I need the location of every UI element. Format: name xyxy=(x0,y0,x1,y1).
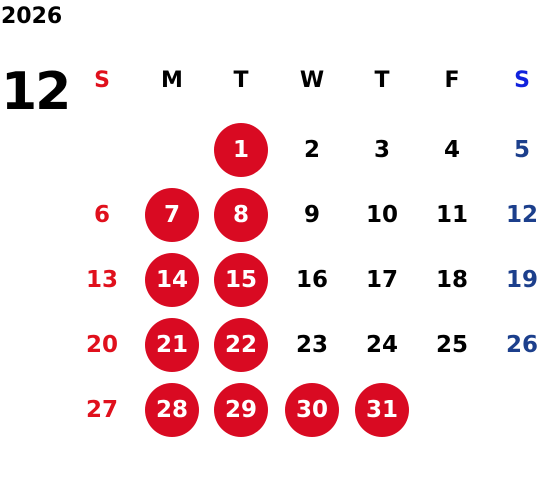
weekday-header: F xyxy=(422,60,482,100)
day-cell: 25 xyxy=(422,325,482,365)
day-cell: 26 xyxy=(492,325,548,365)
day-cell: 16 xyxy=(282,260,342,300)
day-number: 11 xyxy=(435,202,468,228)
day-cell-highlighted: 30 xyxy=(282,383,342,437)
weekday-label: S xyxy=(94,67,110,93)
day-cell-highlighted: 1 xyxy=(211,123,271,177)
weekday-header: W xyxy=(282,60,342,100)
day-cell: 4 xyxy=(422,130,482,170)
day-number: 7 xyxy=(163,202,180,228)
day-cell: 13 xyxy=(72,260,132,300)
day-cell: 12 xyxy=(492,195,548,235)
day-number: 5 xyxy=(513,137,530,163)
weekday-label: W xyxy=(299,67,325,93)
day-number: 23 xyxy=(295,332,328,358)
day-cell: 18 xyxy=(422,260,482,300)
day-cell: 5 xyxy=(492,130,548,170)
day-cell: 27 xyxy=(72,390,132,430)
month-number: 12 xyxy=(1,62,71,122)
day-cell: 10 xyxy=(352,195,412,235)
day-cell-highlighted: 29 xyxy=(211,383,271,437)
day-number: 4 xyxy=(443,137,460,163)
day-number: 18 xyxy=(435,267,468,293)
day-cell: 17 xyxy=(352,260,412,300)
day-number: 20 xyxy=(85,332,118,358)
day-number: 8 xyxy=(232,202,249,228)
day-cell-highlighted: 7 xyxy=(142,188,202,242)
day-number: 15 xyxy=(224,267,257,293)
day-number: 30 xyxy=(295,397,328,423)
weekday-header: M xyxy=(142,60,202,100)
day-cell-highlighted: 14 xyxy=(142,253,202,307)
day-number: 29 xyxy=(224,397,257,423)
day-number: 13 xyxy=(85,267,118,293)
day-cell: 6 xyxy=(72,195,132,235)
day-number: 22 xyxy=(224,332,257,358)
day-number: 28 xyxy=(155,397,188,423)
weekday-label: T xyxy=(374,67,390,93)
day-number: 16 xyxy=(295,267,328,293)
day-cell: 20 xyxy=(72,325,132,365)
day-cell: 9 xyxy=(282,195,342,235)
weekday-header: T xyxy=(352,60,412,100)
day-cell-highlighted: 31 xyxy=(352,383,412,437)
day-number: 6 xyxy=(93,202,110,228)
day-number: 26 xyxy=(505,332,538,358)
day-cell-highlighted: 21 xyxy=(142,318,202,372)
weekday-header: S xyxy=(72,60,132,100)
weekday-label: M xyxy=(161,67,183,93)
day-number: 25 xyxy=(435,332,468,358)
day-number: 3 xyxy=(373,137,390,163)
day-cell: 23 xyxy=(282,325,342,365)
day-number: 1 xyxy=(232,137,249,163)
day-cell-highlighted: 22 xyxy=(211,318,271,372)
day-cell: 2 xyxy=(282,130,342,170)
day-number: 27 xyxy=(85,397,118,423)
day-number: 19 xyxy=(505,267,538,293)
weekday-label: S xyxy=(514,67,530,93)
weekday-label: T xyxy=(233,67,249,93)
day-cell: 11 xyxy=(422,195,482,235)
year-label: 2026 xyxy=(1,4,63,29)
weekday-header: T xyxy=(211,60,271,100)
day-cell: 24 xyxy=(352,325,412,365)
day-cell-highlighted: 15 xyxy=(211,253,271,307)
day-cell-highlighted: 28 xyxy=(142,383,202,437)
weekday-header: S xyxy=(492,60,548,100)
day-cell: 3 xyxy=(352,130,412,170)
day-number: 24 xyxy=(365,332,398,358)
weekday-label: F xyxy=(444,67,460,93)
day-number: 17 xyxy=(365,267,398,293)
day-number: 14 xyxy=(155,267,188,293)
day-number: 2 xyxy=(303,137,320,163)
day-number: 9 xyxy=(303,202,320,228)
day-number: 21 xyxy=(155,332,188,358)
day-number: 12 xyxy=(505,202,538,228)
day-number: 10 xyxy=(365,202,398,228)
day-cell-highlighted: 8 xyxy=(211,188,271,242)
day-number: 31 xyxy=(365,397,398,423)
day-cell: 19 xyxy=(492,260,548,300)
